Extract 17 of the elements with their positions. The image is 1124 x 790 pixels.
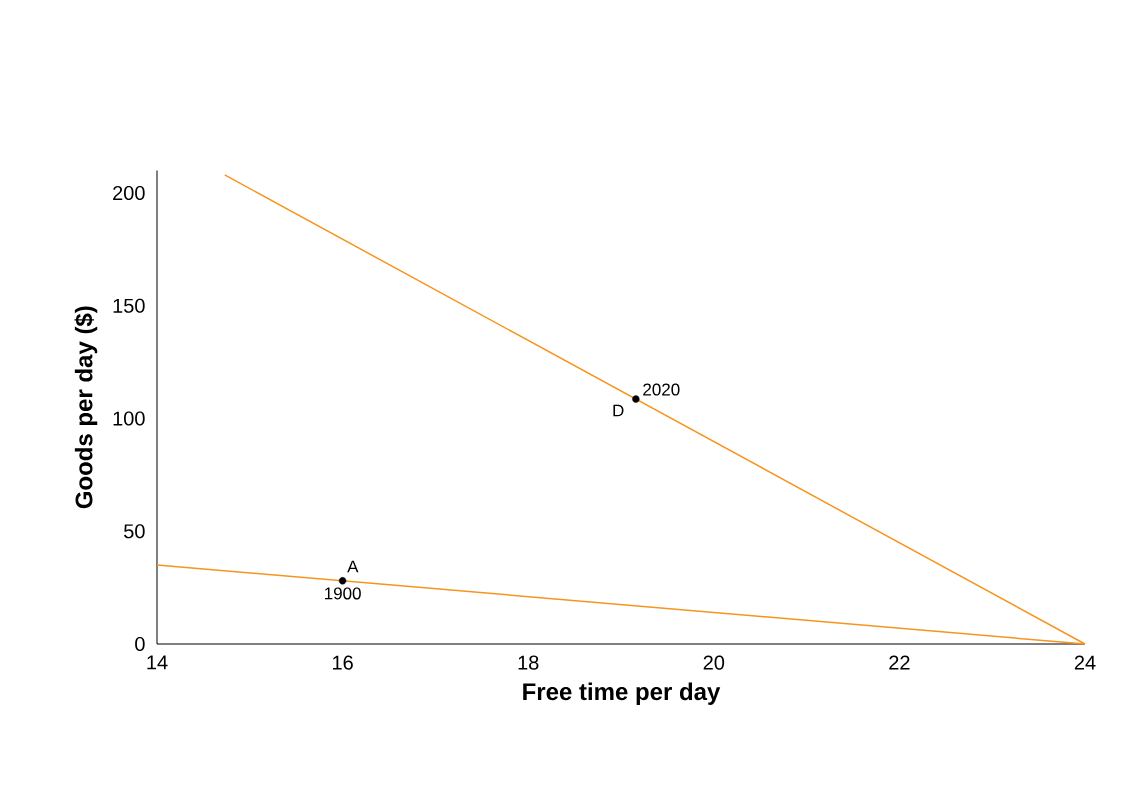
- y-tick-label: 100: [113, 411, 145, 426]
- y-tick-label: 0: [135, 636, 145, 652]
- y-axis-title: Goods per day ($): [74, 306, 98, 509]
- annotation: 2020: [643, 383, 680, 396]
- y-tick-label: 150: [113, 298, 145, 313]
- x-tick-label: 24: [1074, 655, 1096, 670]
- x-tick-label: 14: [147, 655, 168, 670]
- annotation: 1900: [324, 587, 361, 600]
- x-tick-label: 22: [889, 655, 910, 670]
- y-tick-label: 50: [124, 524, 145, 539]
- annotation: A: [347, 560, 359, 573]
- annotation: D: [613, 404, 624, 417]
- x-tick-label: 18: [518, 655, 539, 670]
- y-tick-label: 200: [113, 185, 145, 201]
- x-tick-label: 20: [703, 655, 725, 670]
- x-tick-label: 16: [333, 655, 353, 670]
- x-axis-title: Free time per day: [523, 682, 721, 705]
